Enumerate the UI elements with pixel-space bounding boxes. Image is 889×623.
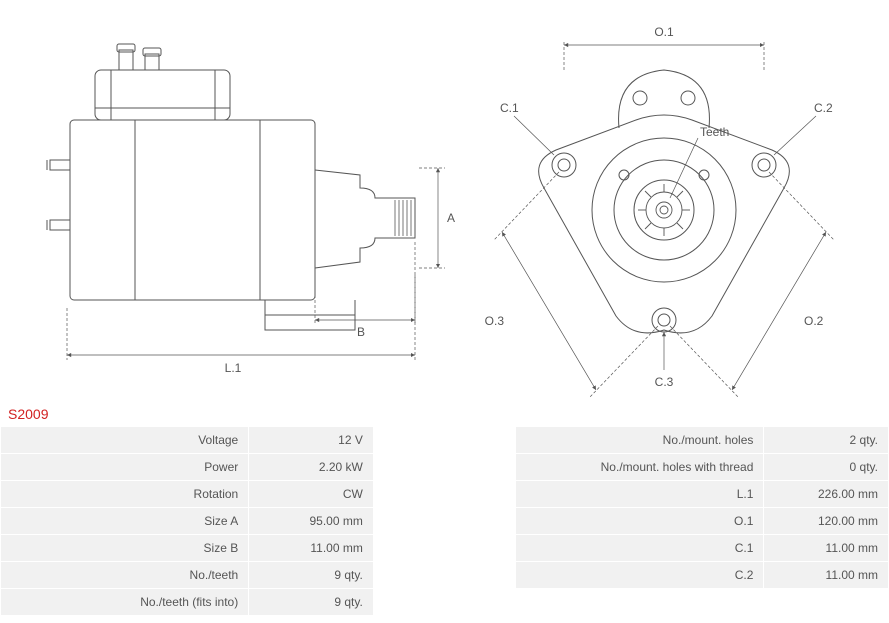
spec-value: 0 qty.: [764, 454, 888, 480]
spec-value: 9 qty.: [249, 589, 373, 615]
dim-c2: C.2: [814, 101, 833, 115]
spec-label: Size B: [1, 535, 248, 561]
dim-l1: L.1: [224, 361, 241, 375]
table-row: No./teeth (fits into)9 qty.: [1, 589, 888, 615]
table-row: Size B11.00 mmC.111.00 mm: [1, 535, 888, 561]
spec-value: CW: [249, 481, 373, 507]
side-view-diagram: L.1 A B: [15, 20, 445, 390]
gap: [374, 508, 515, 534]
spec-label: Size A: [1, 508, 248, 534]
dim-o2: O.2: [804, 314, 824, 328]
dim-b: B: [357, 325, 365, 339]
specs-table: Voltage12 VNo./mount. holes2 qty.Power2.…: [0, 426, 889, 616]
spec-value: 95.00 mm: [249, 508, 373, 534]
dim-o1: O.1: [655, 25, 675, 39]
spec-label: No./mount. holes: [516, 427, 763, 453]
gap: [374, 454, 515, 480]
gap: [374, 427, 515, 453]
spec-label: No./mount. holes with thread: [516, 454, 763, 480]
spec-value: 12 V: [249, 427, 373, 453]
gap: [374, 535, 515, 561]
dim-teeth: Teeth: [700, 125, 729, 139]
table-row: Power2.20 kW No./mount. holes with thread…: [1, 454, 888, 480]
spec-value: 11.00 mm: [764, 535, 888, 561]
spec-label: No./teeth (fits into): [1, 589, 248, 615]
spec-value: [764, 589, 888, 615]
spec-value: 11.00 mm: [249, 535, 373, 561]
table-row: Size A95.00 mm O.1120.00 mm: [1, 508, 888, 534]
table-row: Voltage12 V No./mount. holes2 qty.: [1, 427, 888, 453]
spec-label: [516, 589, 763, 615]
spec-value: 2 qty.: [764, 427, 888, 453]
spec-label: O.1: [516, 508, 763, 534]
spec-value: 9 qty.: [249, 562, 373, 588]
spec-label: Voltage: [1, 427, 248, 453]
spec-value: 11.00 mm: [764, 562, 888, 588]
dim-o3: O.3: [485, 314, 505, 328]
spec-value: 226.00 mm: [764, 481, 888, 507]
spec-label: Power: [1, 454, 248, 480]
spec-label: Rotation: [1, 481, 248, 507]
spec-label: No./teeth: [1, 562, 248, 588]
spec-value: 120.00 mm: [764, 508, 888, 534]
gap: [374, 562, 515, 588]
spec-label: C.1: [516, 535, 763, 561]
spec-value: 2.20 kW: [249, 454, 373, 480]
gap: [374, 589, 515, 615]
diagram-area: L.1 A B: [0, 0, 889, 400]
table-row: No./teeth9 qty. C.211.00 mm: [1, 562, 888, 588]
spec-label: L.1: [516, 481, 763, 507]
spec-label: C.2: [516, 562, 763, 588]
dim-c1: C.1: [500, 101, 519, 115]
model-number: S2009: [0, 400, 889, 426]
gap: [374, 481, 515, 507]
front-view-diagram: O.1 O.2 O.3 C.1 C.2 C.3 Teeth: [454, 20, 874, 390]
table-row: RotationCW L.1226.00 mm: [1, 481, 888, 507]
dim-c3: C.3: [655, 375, 674, 389]
